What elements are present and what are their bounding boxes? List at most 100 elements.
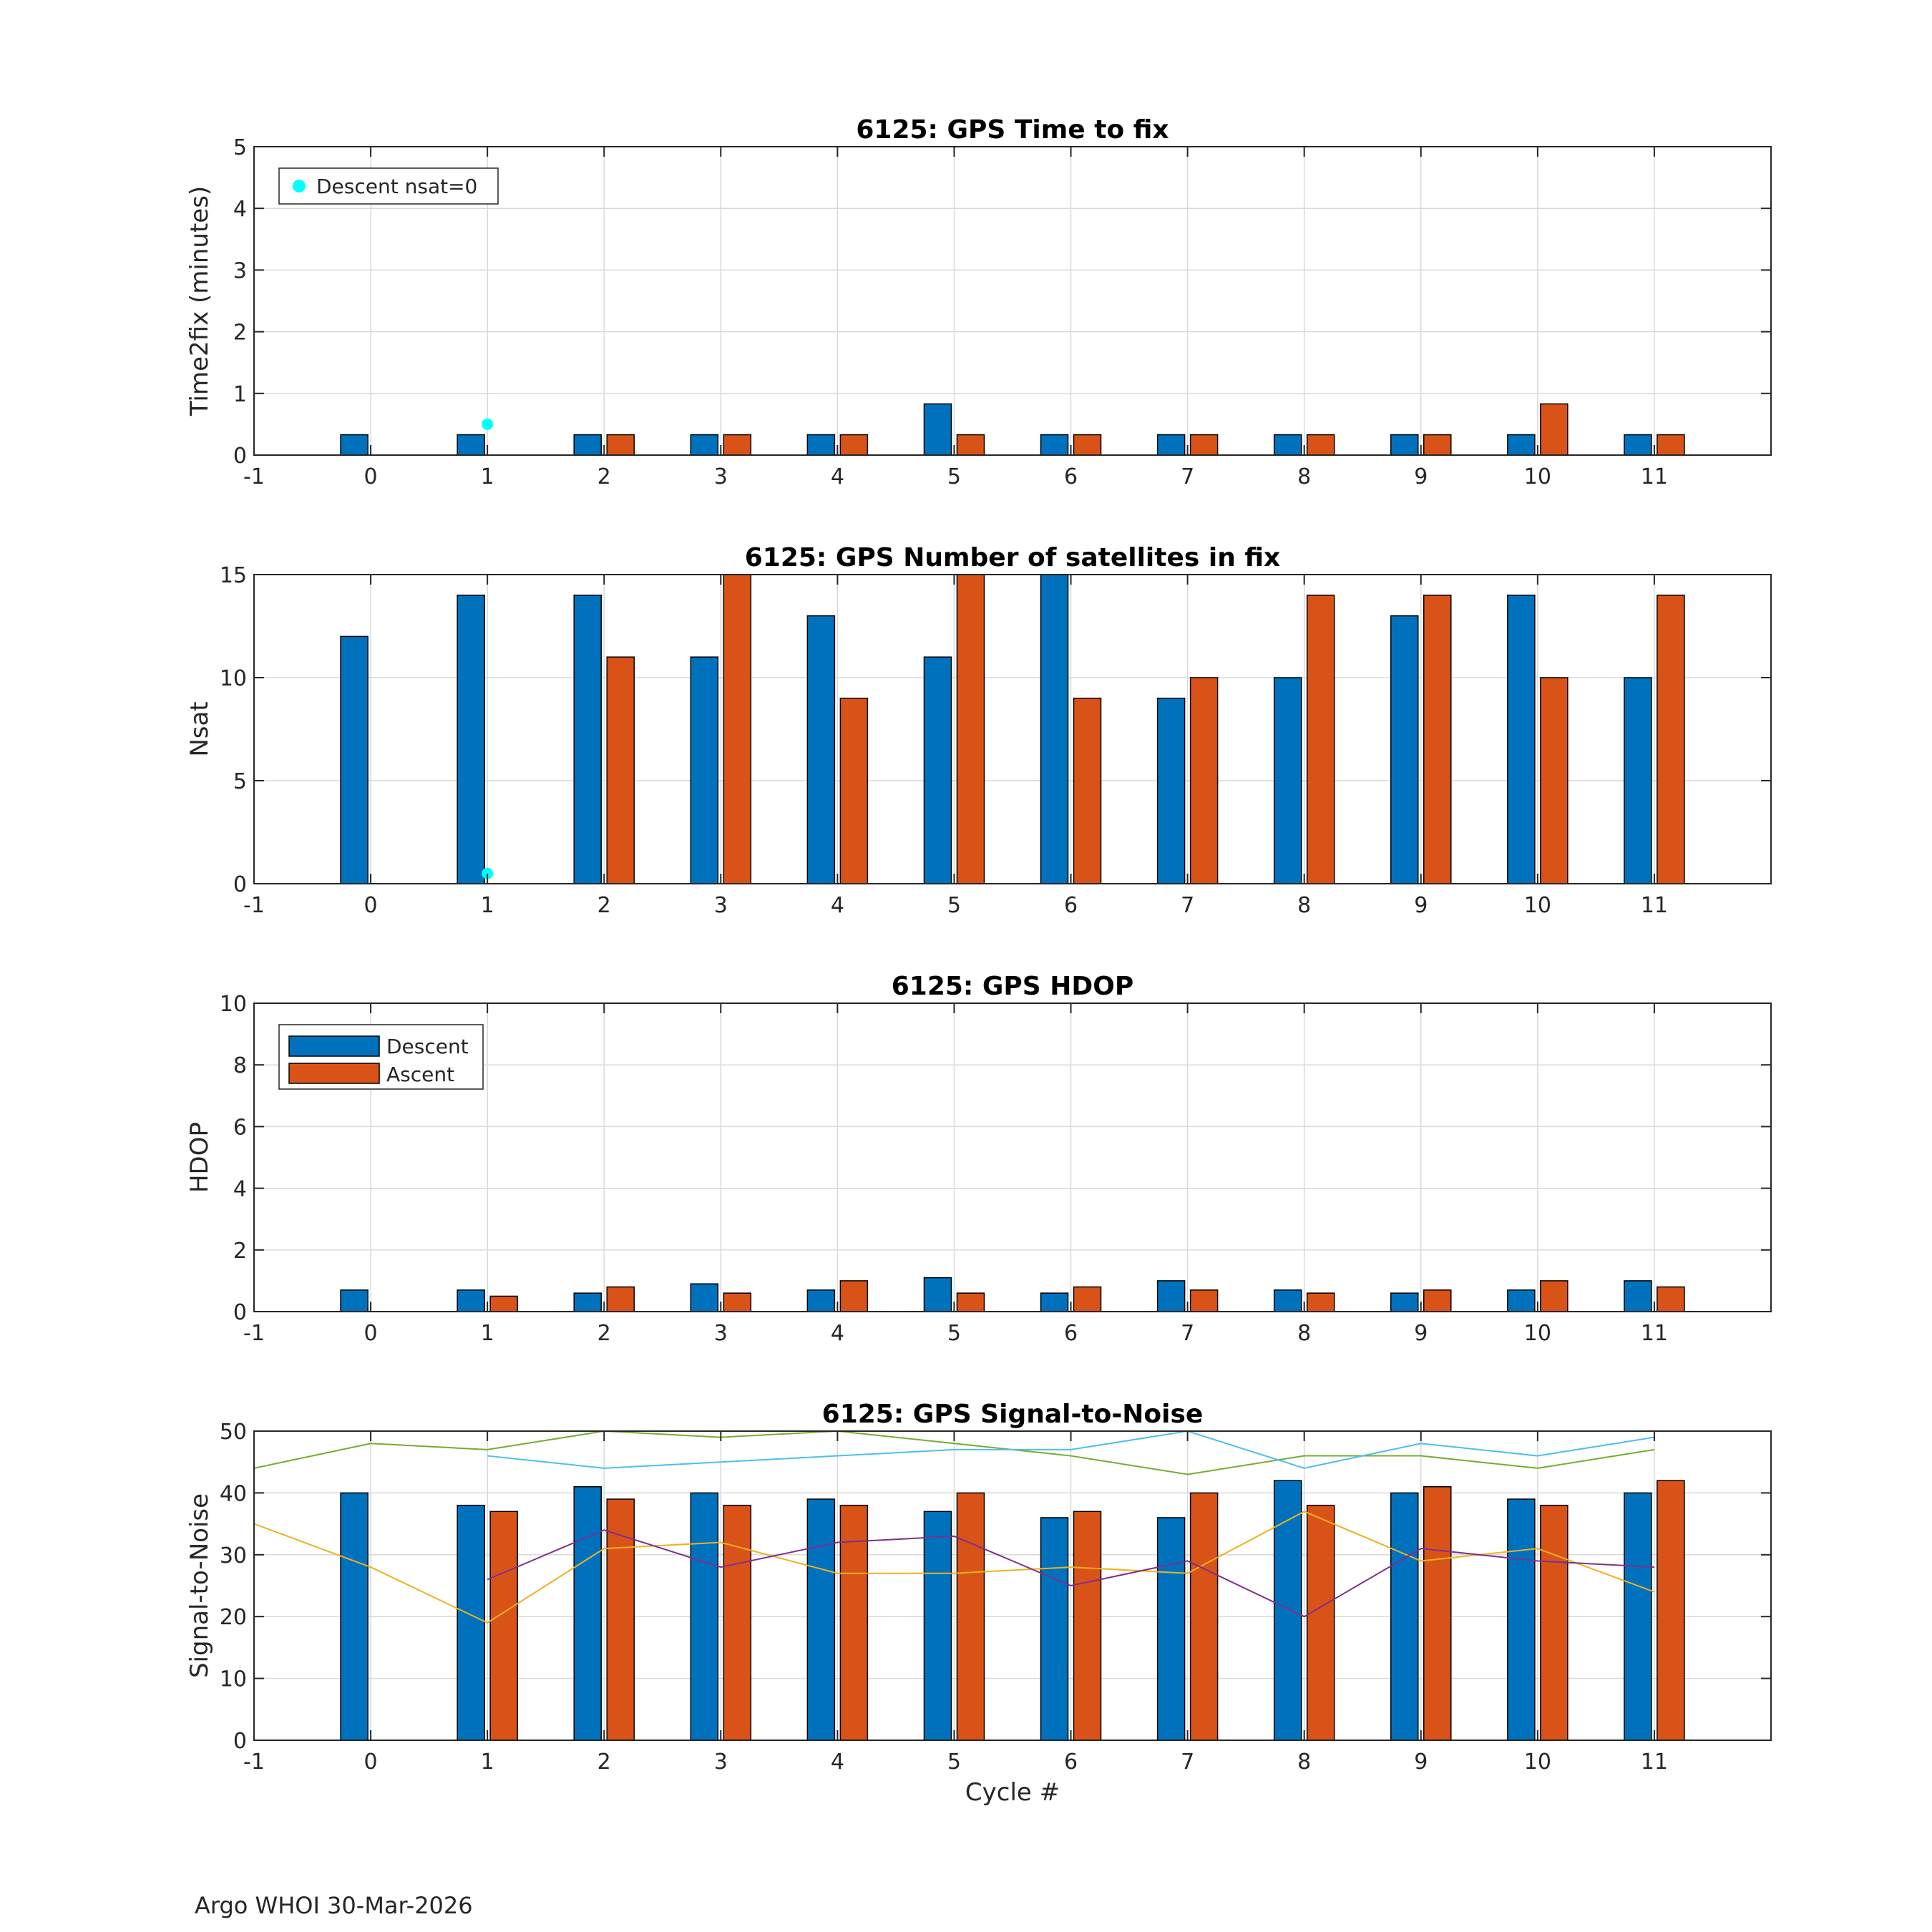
x-tick-label: 1 — [481, 1321, 494, 1346]
descent-bar-cycle-1 — [457, 434, 485, 456]
descent-bar-cycle-4 — [806, 615, 836, 884]
descent-bar-cycle-5 — [923, 1511, 952, 1741]
plot-area — [254, 147, 1771, 455]
legend: Descent nsat=0 — [278, 167, 499, 205]
ascent-bar-cycle-9 — [1423, 595, 1452, 884]
ascent-bar-cycle-2 — [606, 434, 635, 456]
nsat-zero-marker — [482, 418, 494, 430]
x-tick-label: 2 — [597, 893, 611, 918]
x-tick-label: 2 — [597, 464, 611, 489]
x-tick-label: 0 — [364, 464, 378, 489]
y-tick-label: 10 — [220, 992, 247, 1017]
y-axis-label: HDOP — [185, 1122, 214, 1193]
y-tick-label: 0 — [233, 1729, 247, 1754]
chart-title: 6125: GPS HDOP — [892, 972, 1134, 1001]
x-tick-label: 7 — [1181, 464, 1194, 489]
x-tick-label: 5 — [947, 1750, 961, 1775]
ascent-bar-cycle-4 — [839, 1504, 869, 1741]
ascent-bar-cycle-1 — [489, 1295, 518, 1312]
ascent-bar-cycle-3 — [723, 1292, 752, 1312]
descent-bar-cycle-7 — [1156, 1517, 1186, 1741]
ascent-bar-cycle-7 — [1189, 1289, 1219, 1312]
descent-bar-cycle-6 — [1040, 434, 1069, 456]
ascent-bar-cycle-3 — [723, 434, 752, 456]
descent-bar-cycle-11 — [1624, 1492, 1652, 1741]
x-tick-label: 9 — [1414, 1321, 1428, 1346]
y-tick-label: 2 — [233, 321, 247, 346]
x-tick-label: 6 — [1064, 1750, 1078, 1775]
descent-bar-cycle-10 — [1507, 1289, 1536, 1312]
legend-box — [278, 167, 499, 205]
y-tick-label: 50 — [220, 1420, 247, 1445]
legend-label-ascent: Ascent — [386, 1063, 454, 1086]
axes-frame — [253, 574, 1772, 884]
x-tick-label: 9 — [1414, 464, 1428, 489]
y-tick-label: 20 — [220, 1605, 247, 1630]
snr-line-max-descent — [253, 1430, 1655, 1475]
y-tick-label: 6 — [233, 1115, 247, 1140]
descent-bar-cycle-1 — [457, 1289, 485, 1312]
x-tick-label: 11 — [1641, 1750, 1668, 1775]
ascent-bar-cycle-6 — [1073, 1511, 1102, 1741]
x-tick-label: -1 — [243, 1750, 265, 1775]
descent-bar-cycle-3 — [690, 434, 719, 456]
ascent-bar-cycle-3 — [723, 1504, 752, 1741]
x-tick-label: 1 — [481, 1750, 494, 1775]
descent-bar-cycle-8 — [1273, 677, 1302, 884]
footer-text: Argo WHOI 30-Mar-2026 — [195, 1892, 473, 1919]
ascent-bar-cycle-2 — [606, 1286, 635, 1312]
legend: Descent Ascent — [278, 1024, 484, 1090]
x-tick-label: 3 — [714, 893, 728, 918]
descent-bar-cycle-6 — [1040, 1292, 1069, 1312]
x-tick-label: 11 — [1641, 464, 1668, 489]
ascent-bar-cycle-6 — [1073, 434, 1102, 456]
ascent-bar-cycle-6 — [1073, 698, 1102, 884]
ascent-bar-cycle-1 — [489, 1511, 518, 1741]
ascent-bar-cycle-11 — [1657, 1286, 1685, 1312]
ascent-bar-cycle-5 — [956, 434, 985, 456]
ascent-bar-cycle-4 — [839, 1280, 869, 1312]
descent-bar-cycle-1 — [457, 1504, 485, 1741]
y-tick-label: 0 — [233, 1300, 247, 1325]
descent-bar-cycle-7 — [1156, 434, 1186, 456]
ascent-bar-cycle-2 — [606, 1498, 635, 1741]
y-tick-label: 10 — [220, 1667, 247, 1692]
x-tick-label: 10 — [1524, 464, 1551, 489]
chart-title: 6125: GPS Signal-to-Noise — [822, 1400, 1204, 1429]
y-tick-label: 8 — [233, 1053, 247, 1078]
x-axis-label: Cycle # — [965, 1778, 1060, 1807]
descent-bar-cycle-6 — [1040, 1517, 1069, 1741]
y-tick-label: 10 — [220, 666, 247, 691]
descent-bar-cycle-8 — [1273, 1480, 1302, 1741]
x-tick-label: 8 — [1297, 1321, 1311, 1346]
x-tick-label: 9 — [1414, 1750, 1428, 1775]
x-tick-label: 4 — [831, 464, 844, 489]
x-tick-label: 8 — [1297, 1750, 1311, 1775]
descent-bar-cycle-5 — [923, 1277, 952, 1312]
ascent-bar-cycle-10 — [1540, 677, 1568, 884]
x-tick-label: 9 — [1414, 893, 1428, 918]
descent-bar-cycle-9 — [1390, 434, 1419, 456]
ascent-bar-cycle-5 — [956, 1492, 985, 1741]
snr-line-max-ascent — [487, 1430, 1655, 1469]
x-tick-label: 2 — [597, 1750, 611, 1775]
ascent-bar-cycle-8 — [1306, 434, 1335, 456]
y-tick-label: 40 — [220, 1481, 247, 1506]
y-tick-label: 4 — [233, 197, 247, 222]
x-tick-label: 0 — [364, 893, 378, 918]
descent-bar-cycle-11 — [1624, 434, 1652, 456]
legend-ascent-swatch — [288, 1063, 380, 1084]
ascent-bar-cycle-10 — [1540, 403, 1568, 456]
descent-bar-cycle-11 — [1624, 677, 1652, 884]
x-tick-label: -1 — [243, 893, 265, 918]
ascent-bar-cycle-11 — [1657, 595, 1685, 884]
ascent-bar-cycle-4 — [839, 698, 869, 884]
x-tick-label: 5 — [947, 893, 961, 918]
snr-line-min-ascent — [487, 1529, 1654, 1618]
x-tick-label: 10 — [1524, 1321, 1551, 1346]
axes-frame — [253, 146, 1772, 456]
ascent-bar-cycle-9 — [1423, 434, 1452, 456]
descent-bar-cycle-9 — [1390, 1492, 1419, 1741]
ascent-bar-cycle-5 — [956, 574, 985, 884]
